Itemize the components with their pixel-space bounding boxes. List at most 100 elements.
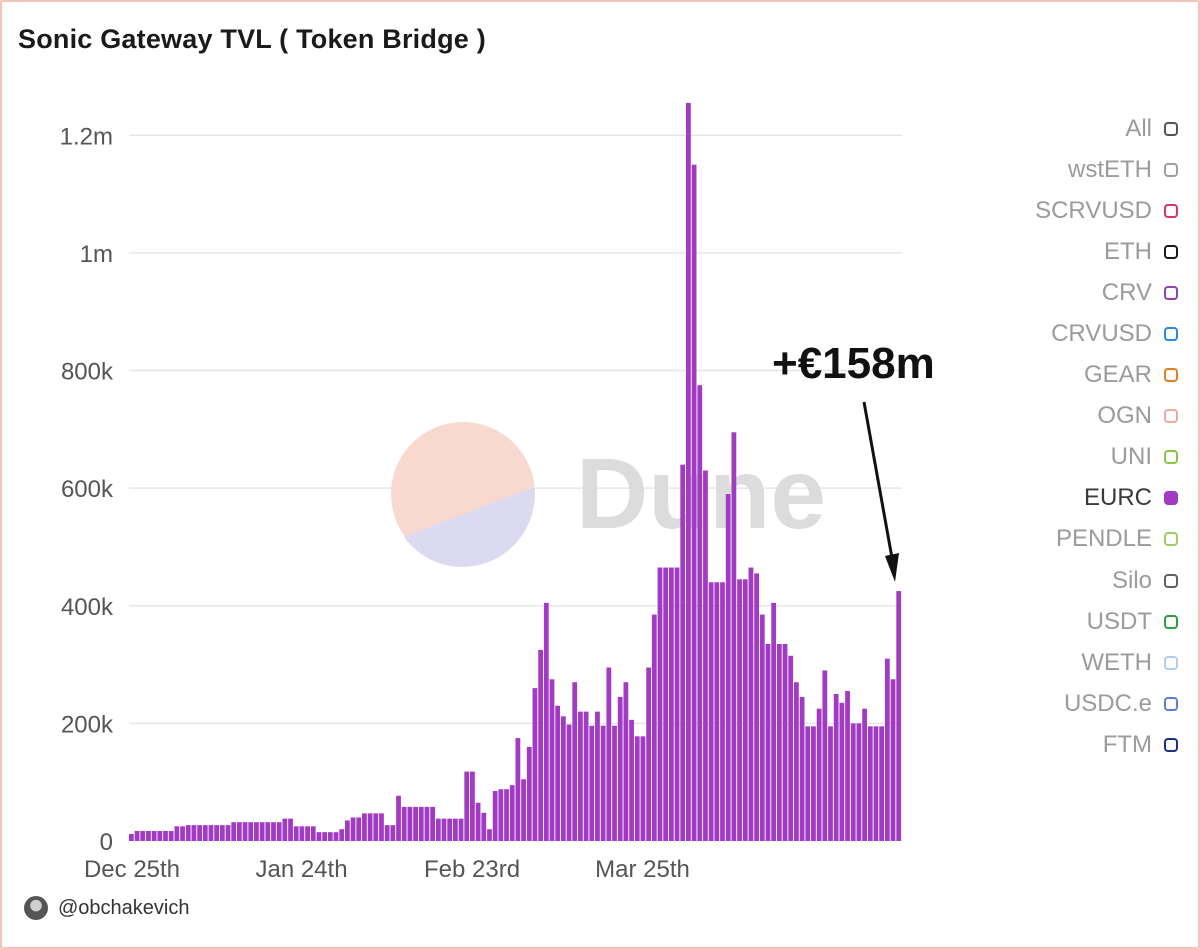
bar[interactable] bbox=[424, 806, 430, 841]
legend-item[interactable]: CRVUSD bbox=[958, 313, 1178, 354]
bar[interactable] bbox=[327, 832, 333, 841]
bar[interactable] bbox=[254, 822, 259, 841]
bar[interactable] bbox=[686, 102, 691, 841]
bar[interactable] bbox=[509, 785, 515, 841]
bar[interactable] bbox=[589, 725, 595, 841]
bar[interactable] bbox=[543, 602, 549, 841]
bar[interactable] bbox=[600, 725, 606, 841]
bar[interactable] bbox=[129, 833, 134, 841]
bar[interactable] bbox=[163, 831, 168, 841]
bar[interactable] bbox=[731, 432, 737, 841]
bar[interactable] bbox=[236, 822, 242, 841]
legend-item[interactable]: USDC.e bbox=[958, 683, 1178, 724]
bar[interactable] bbox=[703, 470, 708, 842]
bar[interactable] bbox=[430, 806, 436, 841]
bar[interactable] bbox=[822, 670, 828, 841]
bar[interactable] bbox=[271, 822, 276, 841]
bar[interactable] bbox=[805, 726, 811, 841]
legend-swatch-icon[interactable] bbox=[1164, 121, 1178, 136]
legend-swatch-icon[interactable] bbox=[1164, 532, 1178, 547]
bar[interactable] bbox=[640, 736, 646, 841]
bar[interactable] bbox=[452, 818, 458, 841]
bar[interactable] bbox=[208, 825, 214, 841]
bar[interactable] bbox=[668, 567, 674, 841]
bar[interactable] bbox=[782, 643, 788, 841]
bar[interactable] bbox=[612, 725, 617, 841]
bar[interactable] bbox=[771, 602, 777, 841]
bar[interactable] bbox=[748, 567, 754, 841]
bar[interactable] bbox=[811, 726, 816, 841]
legend-item[interactable]: CRV bbox=[958, 272, 1178, 313]
bar[interactable] bbox=[833, 693, 839, 841]
bar[interactable] bbox=[396, 795, 401, 841]
bar[interactable] bbox=[487, 829, 492, 841]
legend-swatch-icon[interactable] bbox=[1164, 573, 1178, 588]
bar[interactable] bbox=[276, 822, 282, 841]
legend-item[interactable]: PENDLE bbox=[958, 519, 1178, 560]
bar[interactable] bbox=[595, 711, 600, 841]
bar[interactable] bbox=[151, 831, 157, 841]
bar[interactable] bbox=[379, 813, 384, 841]
bar[interactable] bbox=[521, 779, 526, 841]
bar[interactable] bbox=[663, 567, 669, 841]
bar[interactable] bbox=[697, 385, 703, 841]
bar[interactable] bbox=[526, 746, 532, 841]
bar[interactable] bbox=[305, 826, 310, 841]
bar[interactable] bbox=[248, 822, 254, 841]
bar[interactable] bbox=[498, 789, 504, 841]
legend-swatch-icon[interactable] bbox=[1164, 327, 1178, 342]
bar[interactable] bbox=[583, 711, 589, 841]
legend-item[interactable]: USDT bbox=[958, 601, 1178, 642]
bar[interactable] bbox=[134, 831, 140, 841]
bar[interactable] bbox=[532, 688, 538, 841]
bar[interactable] bbox=[896, 591, 902, 841]
bar[interactable] bbox=[475, 802, 481, 841]
bar[interactable] bbox=[174, 826, 180, 841]
legend-item[interactable]: wstETH bbox=[958, 149, 1178, 190]
legend-swatch-icon[interactable] bbox=[1164, 285, 1178, 300]
legend-swatch-icon[interactable] bbox=[1164, 655, 1178, 670]
bar[interactable] bbox=[180, 826, 185, 841]
bar[interactable] bbox=[572, 682, 578, 841]
bar[interactable] bbox=[316, 832, 322, 841]
legend-item[interactable]: EURC bbox=[958, 478, 1178, 519]
bar[interactable] bbox=[362, 813, 367, 841]
bar[interactable] bbox=[799, 696, 805, 841]
bar[interactable] bbox=[862, 708, 867, 841]
bar[interactable] bbox=[674, 567, 680, 841]
bar[interactable] bbox=[401, 806, 407, 841]
bar[interactable] bbox=[384, 825, 390, 841]
bar[interactable] bbox=[299, 826, 305, 841]
legend-item[interactable]: WETH bbox=[958, 642, 1178, 683]
legend-swatch-icon[interactable] bbox=[1164, 614, 1178, 629]
legend-swatch-icon[interactable] bbox=[1164, 450, 1178, 465]
legend-swatch-icon[interactable] bbox=[1164, 244, 1178, 259]
bar[interactable] bbox=[720, 582, 725, 841]
bar[interactable] bbox=[242, 822, 248, 841]
bar[interactable] bbox=[191, 825, 197, 841]
bar[interactable] bbox=[560, 716, 566, 841]
bar[interactable] bbox=[555, 705, 561, 841]
bar[interactable] bbox=[157, 831, 163, 841]
bar[interactable] bbox=[333, 832, 339, 841]
bar[interactable] bbox=[140, 831, 146, 841]
bar[interactable] bbox=[202, 825, 208, 841]
bar[interactable] bbox=[288, 818, 293, 841]
bar[interactable] bbox=[390, 825, 396, 841]
bar[interactable] bbox=[691, 164, 697, 841]
bar[interactable] bbox=[413, 806, 418, 841]
bar[interactable] bbox=[816, 708, 822, 841]
bar[interactable] bbox=[356, 817, 362, 841]
bar[interactable] bbox=[492, 791, 498, 841]
bar[interactable] bbox=[435, 818, 441, 841]
bar[interactable] bbox=[828, 726, 833, 841]
bar[interactable] bbox=[839, 702, 845, 841]
bar[interactable] bbox=[634, 736, 640, 841]
legend-item[interactable]: Silo bbox=[958, 560, 1178, 601]
bar[interactable] bbox=[759, 614, 765, 841]
bar[interactable] bbox=[617, 696, 623, 841]
bar[interactable] bbox=[890, 679, 896, 841]
legend-swatch-icon[interactable] bbox=[1164, 491, 1178, 506]
bar[interactable] bbox=[282, 818, 288, 841]
bar[interactable] bbox=[344, 820, 350, 841]
